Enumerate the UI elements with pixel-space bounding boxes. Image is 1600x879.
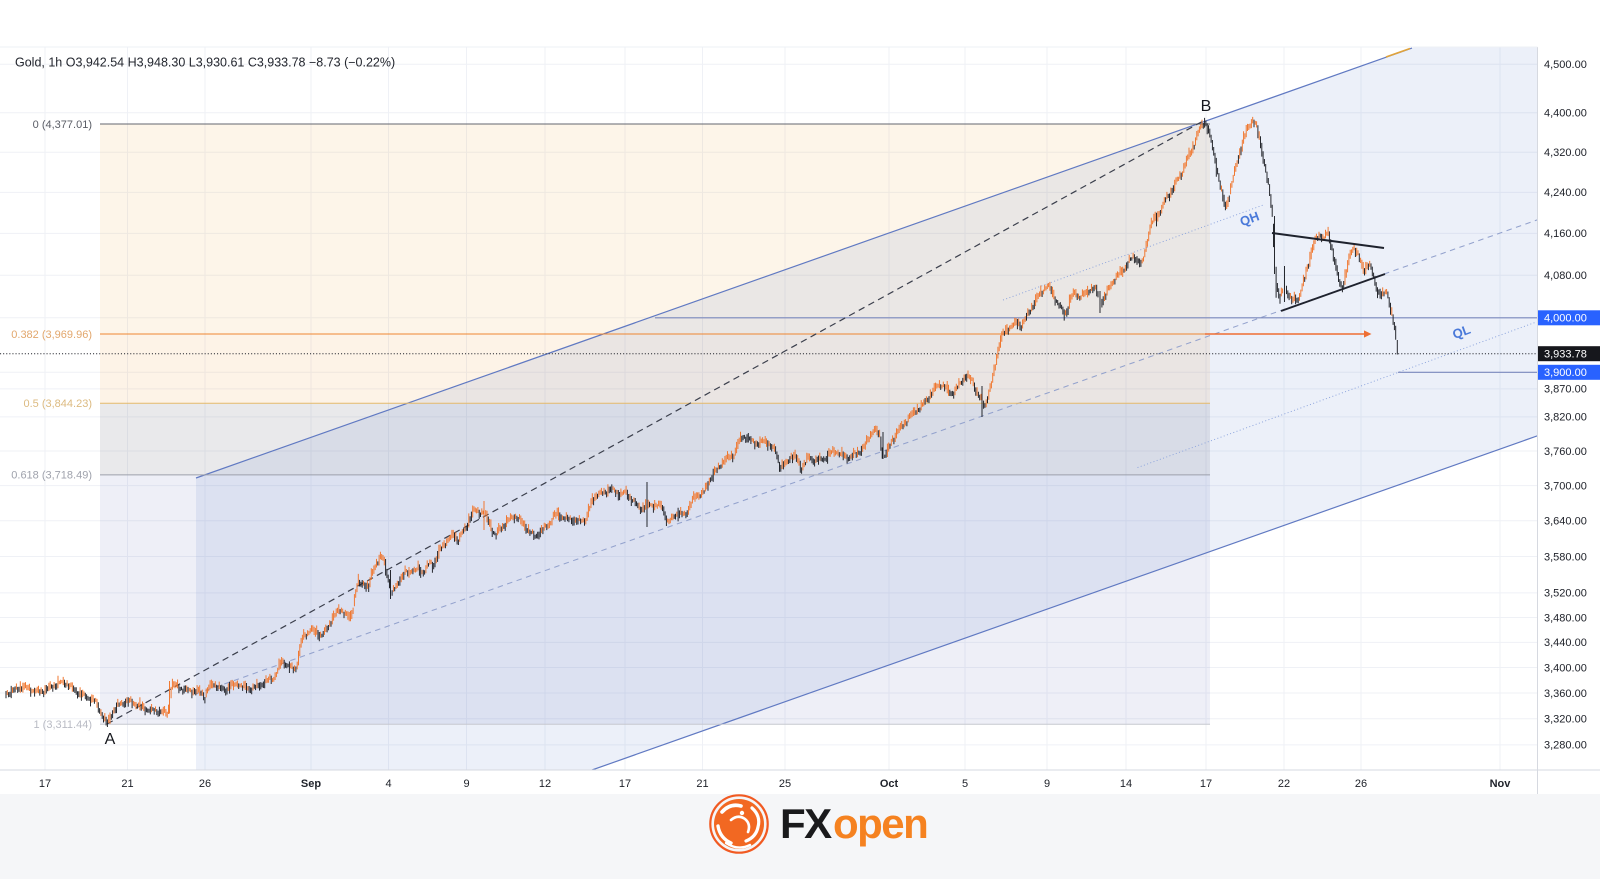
svg-text:21: 21 [121, 778, 133, 790]
svg-text:4,160.00: 4,160.00 [1544, 228, 1587, 240]
svg-text:0.5 (3,844.23): 0.5 (3,844.23) [24, 398, 93, 410]
svg-text:21: 21 [696, 778, 708, 790]
svg-text:3,360.00: 3,360.00 [1544, 688, 1587, 700]
svg-text:4,500.00: 4,500.00 [1544, 59, 1587, 71]
svg-text:QH: QH [1238, 208, 1261, 229]
svg-text:3,870.00: 3,870.00 [1544, 384, 1587, 396]
svg-text:4,240.00: 4,240.00 [1544, 187, 1587, 199]
svg-text:3,520.00: 3,520.00 [1544, 588, 1587, 600]
svg-text:25: 25 [779, 778, 791, 790]
svg-text:4,000.00: 4,000.00 [1544, 313, 1587, 325]
svg-text:3,760.00: 3,760.00 [1544, 446, 1587, 458]
svg-text:0 (4,377.01): 0 (4,377.01) [33, 119, 92, 131]
svg-text:9: 9 [463, 778, 469, 790]
svg-text:0.618 (3,718.49): 0.618 (3,718.49) [11, 470, 92, 482]
svg-text:4,400.00: 4,400.00 [1544, 108, 1587, 120]
svg-text:3,640.00: 3,640.00 [1544, 516, 1587, 528]
svg-text:26: 26 [199, 778, 211, 790]
svg-text:4: 4 [385, 778, 391, 790]
svg-text:4,320.00: 4,320.00 [1544, 147, 1587, 159]
svg-text:26: 26 [1355, 778, 1367, 790]
svg-text:12: 12 [539, 778, 551, 790]
svg-text:FX: FX [780, 800, 832, 847]
svg-text:3,400.00: 3,400.00 [1544, 662, 1587, 674]
svg-text:Gold, 1h O3,942.54 H3,948.30: Gold, 1h O3,942.54 H3,948.30 L3,930.61 C… [15, 56, 395, 70]
svg-text:open: open [833, 800, 927, 847]
svg-text:3,320.00: 3,320.00 [1544, 714, 1587, 726]
svg-text:3,900.00: 3,900.00 [1544, 367, 1587, 379]
svg-text:17: 17 [619, 778, 631, 790]
svg-text:17: 17 [1200, 778, 1212, 790]
svg-text:3,480.00: 3,480.00 [1544, 612, 1587, 624]
svg-text:1 (3,311.44): 1 (3,311.44) [33, 719, 92, 731]
svg-text:3,933.78: 3,933.78 [1544, 349, 1587, 361]
svg-text:4,080.00: 4,080.00 [1544, 270, 1587, 282]
svg-text:Nov: Nov [1490, 778, 1512, 790]
svg-text:17: 17 [39, 778, 51, 790]
svg-text:0.382 (3,969.96): 0.382 (3,969.96) [11, 329, 92, 341]
svg-text:QL: QL [1450, 322, 1472, 342]
svg-text:9: 9 [1044, 778, 1050, 790]
svg-text:5: 5 [962, 778, 968, 790]
svg-text:3,280.00: 3,280.00 [1544, 740, 1587, 752]
svg-text:Sep: Sep [301, 778, 321, 790]
svg-text:22: 22 [1278, 778, 1290, 790]
svg-text:B: B [1201, 98, 1212, 115]
svg-text:A: A [105, 731, 116, 748]
svg-text:3,820.00: 3,820.00 [1544, 412, 1587, 424]
svg-text:3,440.00: 3,440.00 [1544, 637, 1587, 649]
svg-text:3,580.00: 3,580.00 [1544, 551, 1587, 563]
svg-text:Oct: Oct [880, 778, 899, 790]
svg-text:14: 14 [1120, 778, 1132, 790]
svg-text:3,700.00: 3,700.00 [1544, 480, 1587, 492]
